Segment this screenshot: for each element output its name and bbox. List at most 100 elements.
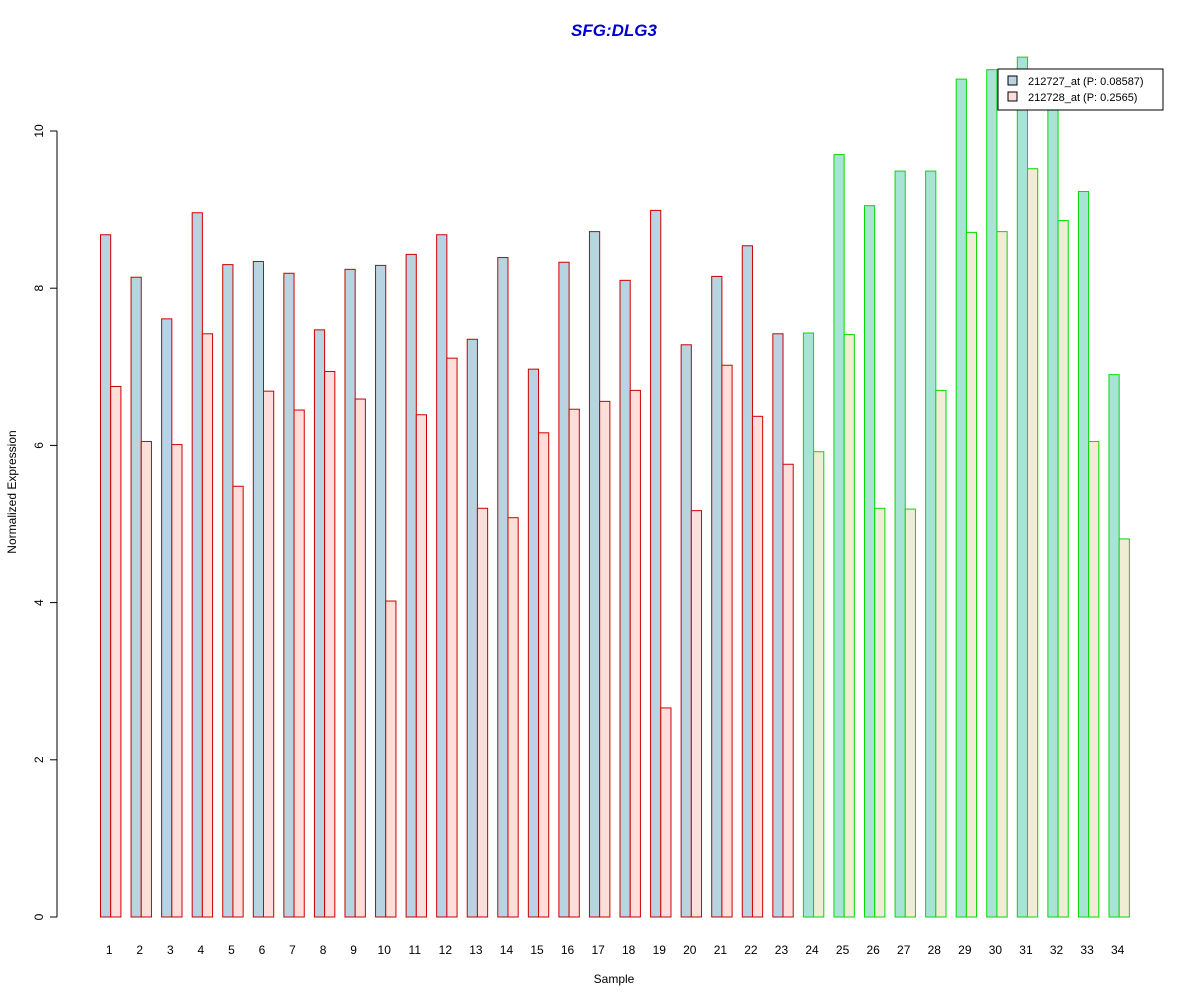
legend: 212727_at (P: 0.08587) 212728_at (P: 0.2…	[997, 68, 1164, 111]
bar-sample-9-series-2	[354, 398, 366, 918]
y-tick-label: 6	[32, 442, 46, 449]
x-tick-label: 16	[561, 943, 575, 957]
x-tick-label: 3	[167, 943, 174, 957]
x-tick-label: 2	[136, 943, 143, 957]
bar-sample-11-series-1	[405, 253, 417, 918]
bar-sample-3-series-1	[161, 318, 173, 918]
x-tick-label: 9	[350, 943, 357, 957]
x-tick-label: 22	[744, 943, 758, 957]
x-tick-label: 20	[683, 943, 697, 957]
x-tick-label: 6	[259, 943, 266, 957]
bar-sample-33-series-2	[1088, 440, 1100, 918]
x-tick-label: 23	[775, 943, 789, 957]
bar-sample-30-series-2	[996, 231, 1008, 918]
x-tick-label: 19	[653, 943, 667, 957]
bar-sample-5-series-1	[222, 264, 234, 918]
bar-sample-29-series-1	[955, 78, 967, 918]
bar-sample-11-series-2	[415, 414, 427, 918]
x-tick-label: 18	[622, 943, 636, 957]
bar-sample-16-series-1	[558, 261, 570, 918]
bar-sample-5-series-2	[232, 485, 244, 918]
x-tick-label: 33	[1080, 943, 1094, 957]
bar-sample-23-series-2	[782, 463, 794, 918]
bar-sample-19-series-1	[650, 209, 662, 918]
bar-sample-26-series-2	[874, 507, 886, 918]
bar-sample-23-series-1	[772, 333, 784, 918]
bar-sample-24-series-1	[802, 332, 815, 918]
bar-sample-14-series-2	[507, 517, 519, 918]
bar-sample-15-series-2	[538, 432, 550, 918]
bar-sample-15-series-1	[527, 368, 540, 918]
bar-sample-4-series-1	[191, 212, 203, 918]
bar-sample-30-series-1	[986, 69, 998, 918]
bar-sample-16-series-2	[568, 408, 580, 918]
x-tick-label: 13	[469, 943, 483, 957]
x-tick-label: 30	[989, 943, 1003, 957]
y-tick-label: 2	[32, 756, 46, 763]
x-tick-label: 32	[1050, 943, 1064, 957]
x-tick-label: 24	[805, 943, 819, 957]
x-axis-label: Sample	[594, 972, 635, 986]
x-tick-label: 10	[378, 943, 392, 957]
bar-sample-2-series-2	[140, 440, 152, 918]
bar-sample-17-series-2	[599, 400, 611, 918]
bar-sample-28-series-2	[935, 389, 947, 918]
bar-sample-6-series-2	[263, 390, 275, 918]
bar-sample-10-series-2	[385, 600, 397, 918]
x-tick-label: 25	[836, 943, 850, 957]
chart-title: SFG:DLG3	[571, 21, 657, 40]
bar-sample-12-series-2	[446, 357, 458, 918]
bar-sample-21-series-2	[721, 364, 733, 918]
legend-swatch-series-1	[1007, 75, 1018, 86]
x-tick-label: 14	[500, 943, 514, 957]
x-tick-label: 4	[198, 943, 205, 957]
x-tick-label: 15	[530, 943, 544, 957]
bar-sample-20-series-1	[680, 344, 692, 918]
x-tick-label: 7	[289, 943, 296, 957]
x-tick-label: 12	[439, 943, 453, 957]
bar-sample-32-series-1	[1047, 99, 1059, 918]
legend-swatch-series-2	[1007, 91, 1018, 102]
bar-sample-25-series-2	[843, 334, 855, 918]
y-tick-label: 4	[32, 599, 46, 606]
bar-sample-13-series-1	[466, 338, 478, 918]
x-tick-label: 1	[106, 943, 113, 957]
x-tick-label: 34	[1111, 943, 1125, 957]
x-tick-label: 27	[897, 943, 911, 957]
bar-sample-31-series-2	[1027, 168, 1039, 918]
bar-sample-10-series-1	[375, 264, 387, 918]
x-tick-label: 28	[928, 943, 942, 957]
legend-label-series-2: 212728_at (P: 0.2565)	[1028, 92, 1137, 104]
bar-sample-14-series-1	[497, 257, 509, 918]
x-tick-label: 17	[591, 943, 605, 957]
bar-sample-24-series-2	[813, 451, 825, 918]
bar-sample-33-series-1	[1077, 191, 1090, 918]
bar-sample-7-series-2	[293, 409, 305, 918]
bar-sample-9-series-1	[344, 268, 356, 918]
bar-sample-31-series-1	[1016, 56, 1028, 918]
bar-sample-34-series-1	[1108, 374, 1120, 918]
bar-sample-28-series-1	[925, 170, 937, 918]
bar-sample-20-series-2	[690, 510, 703, 918]
bar-sample-22-series-2	[751, 415, 764, 918]
bar-sample-27-series-1	[894, 170, 906, 918]
bar-sample-29-series-2	[965, 231, 978, 918]
bar-sample-7-series-1	[283, 272, 295, 918]
bar-sample-25-series-1	[833, 154, 845, 918]
bar-sample-4-series-2	[201, 333, 214, 918]
x-tick-label: 5	[228, 943, 235, 957]
legend-label-series-1: 212727_at (P: 0.08587)	[1028, 76, 1144, 88]
bar-sample-21-series-1	[711, 275, 723, 918]
x-tick-label: 21	[714, 943, 728, 957]
bar-sample-17-series-1	[588, 231, 601, 918]
bar-sample-3-series-2	[171, 444, 183, 918]
bar-sample-32-series-2	[1057, 220, 1069, 918]
bar-sample-1-series-2	[110, 385, 122, 918]
bar-sample-1-series-1	[100, 234, 112, 918]
y-tick-label: 0	[32, 913, 46, 920]
x-tick-label: 29	[958, 943, 972, 957]
y-axis-label: Normalized Expression	[5, 430, 19, 553]
x-tick-label: 26	[866, 943, 880, 957]
